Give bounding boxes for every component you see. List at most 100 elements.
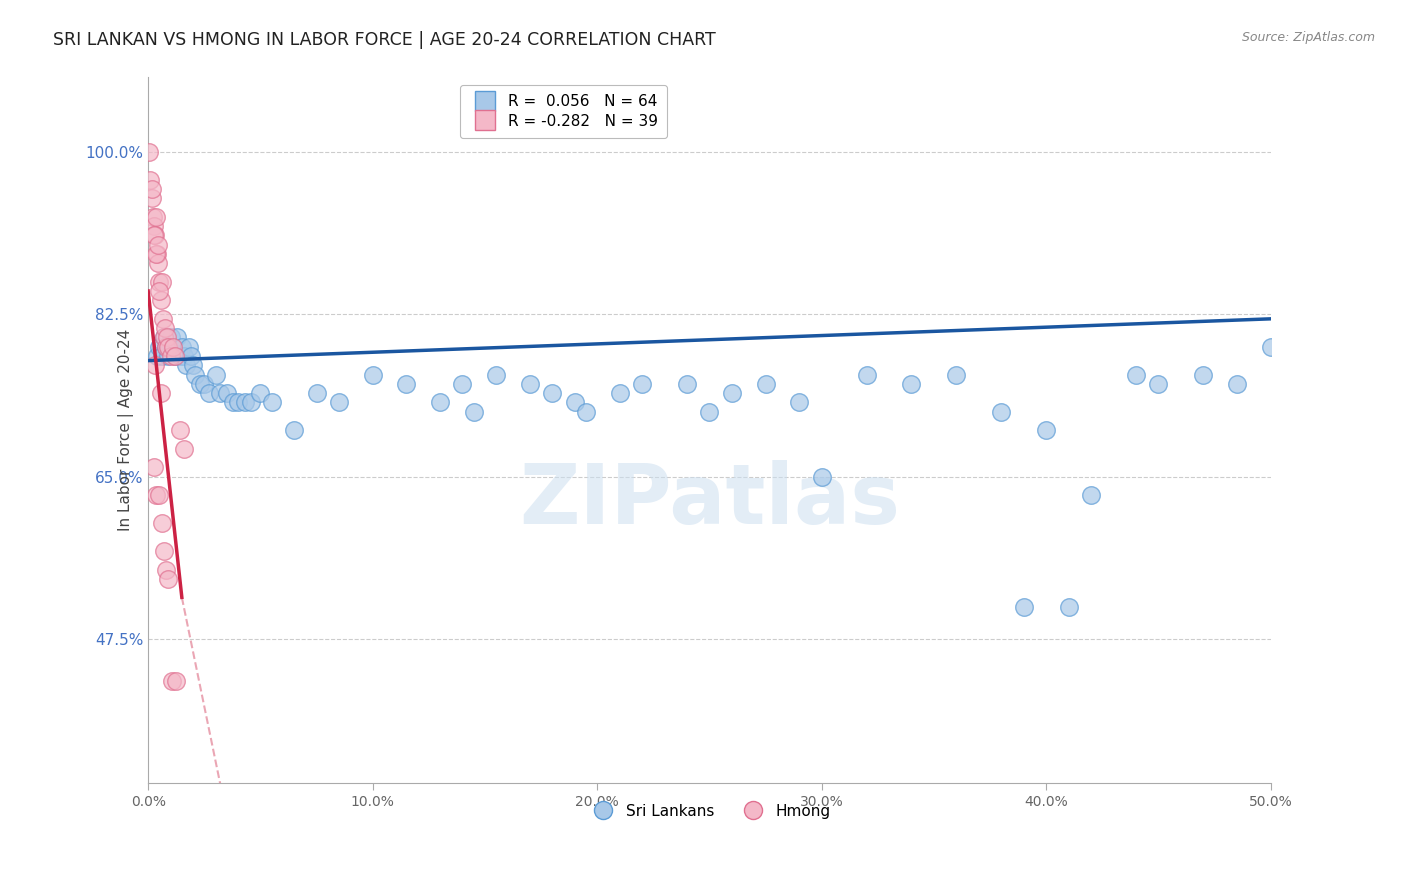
Point bbox=[169, 423, 191, 437]
Point bbox=[208, 386, 231, 401]
Point bbox=[676, 376, 699, 391]
Point bbox=[609, 386, 631, 401]
Point bbox=[153, 330, 176, 344]
Point bbox=[165, 349, 187, 363]
Point bbox=[1226, 376, 1249, 391]
Point bbox=[150, 275, 173, 289]
Point bbox=[226, 395, 249, 409]
Point bbox=[148, 284, 170, 298]
Point bbox=[165, 349, 187, 363]
Point bbox=[139, 172, 162, 186]
Point bbox=[721, 386, 744, 401]
Point bbox=[177, 340, 200, 354]
Point bbox=[173, 442, 195, 456]
Point bbox=[145, 210, 167, 224]
Point bbox=[148, 340, 170, 354]
Point bbox=[157, 340, 180, 354]
Point bbox=[900, 376, 922, 391]
Point bbox=[754, 376, 776, 391]
Point bbox=[141, 191, 163, 205]
Point bbox=[153, 544, 176, 558]
Point bbox=[1192, 368, 1215, 382]
Point bbox=[149, 293, 172, 308]
Point bbox=[148, 256, 170, 270]
Point bbox=[575, 405, 598, 419]
Point bbox=[156, 330, 179, 344]
Point bbox=[142, 219, 165, 233]
Point bbox=[361, 368, 384, 382]
Point bbox=[1080, 488, 1102, 502]
Point bbox=[1012, 599, 1035, 614]
Point bbox=[148, 237, 170, 252]
Text: ZIPatlas: ZIPatlas bbox=[519, 460, 900, 541]
Point bbox=[145, 488, 167, 502]
Point bbox=[142, 460, 165, 475]
Point bbox=[176, 358, 198, 372]
Point bbox=[810, 469, 832, 483]
Point bbox=[855, 368, 877, 382]
Point bbox=[990, 405, 1012, 419]
Point bbox=[193, 376, 215, 391]
Point bbox=[564, 395, 586, 409]
Point bbox=[787, 395, 810, 409]
Point bbox=[143, 358, 166, 372]
Point bbox=[148, 275, 170, 289]
Y-axis label: In Labor Force | Age 20-24: In Labor Force | Age 20-24 bbox=[118, 329, 134, 532]
Point bbox=[249, 386, 271, 401]
Point bbox=[146, 247, 169, 261]
Point bbox=[142, 210, 165, 224]
Point bbox=[222, 395, 245, 409]
Point bbox=[155, 340, 177, 354]
Point bbox=[153, 321, 176, 335]
Point bbox=[260, 395, 283, 409]
Point bbox=[146, 349, 169, 363]
Text: Source: ZipAtlas.com: Source: ZipAtlas.com bbox=[1241, 31, 1375, 45]
Point bbox=[283, 423, 305, 437]
Point bbox=[204, 368, 226, 382]
Point bbox=[159, 349, 181, 363]
Point bbox=[184, 368, 207, 382]
Point bbox=[141, 182, 163, 196]
Point bbox=[162, 340, 184, 354]
Point bbox=[328, 395, 350, 409]
Point bbox=[153, 330, 176, 344]
Point bbox=[233, 395, 256, 409]
Point bbox=[142, 228, 165, 243]
Point bbox=[1147, 376, 1170, 391]
Point bbox=[395, 376, 418, 391]
Point bbox=[519, 376, 541, 391]
Point bbox=[143, 228, 166, 243]
Point bbox=[157, 572, 180, 586]
Point bbox=[160, 673, 183, 688]
Point bbox=[541, 386, 564, 401]
Point bbox=[188, 376, 211, 391]
Point bbox=[149, 386, 172, 401]
Point bbox=[155, 562, 177, 576]
Point bbox=[170, 340, 193, 354]
Legend: Sri Lankans, Hmong: Sri Lankans, Hmong bbox=[582, 797, 837, 825]
Point bbox=[485, 368, 508, 382]
Point bbox=[157, 349, 180, 363]
Point bbox=[150, 349, 173, 363]
Point bbox=[145, 247, 167, 261]
Point bbox=[150, 516, 173, 530]
Point bbox=[215, 386, 238, 401]
Point bbox=[240, 395, 263, 409]
Point bbox=[173, 349, 195, 363]
Point bbox=[181, 358, 204, 372]
Point bbox=[197, 386, 219, 401]
Point bbox=[305, 386, 328, 401]
Point bbox=[165, 673, 187, 688]
Point bbox=[166, 330, 188, 344]
Point bbox=[945, 368, 967, 382]
Point bbox=[180, 349, 202, 363]
Point bbox=[1260, 340, 1282, 354]
Point bbox=[155, 340, 177, 354]
Point bbox=[429, 395, 451, 409]
Text: SRI LANKAN VS HMONG IN LABOR FORCE | AGE 20-24 CORRELATION CHART: SRI LANKAN VS HMONG IN LABOR FORCE | AGE… bbox=[53, 31, 716, 49]
Point bbox=[1057, 599, 1080, 614]
Point bbox=[699, 405, 721, 419]
Point bbox=[169, 349, 191, 363]
Point bbox=[138, 145, 160, 159]
Point bbox=[1125, 368, 1147, 382]
